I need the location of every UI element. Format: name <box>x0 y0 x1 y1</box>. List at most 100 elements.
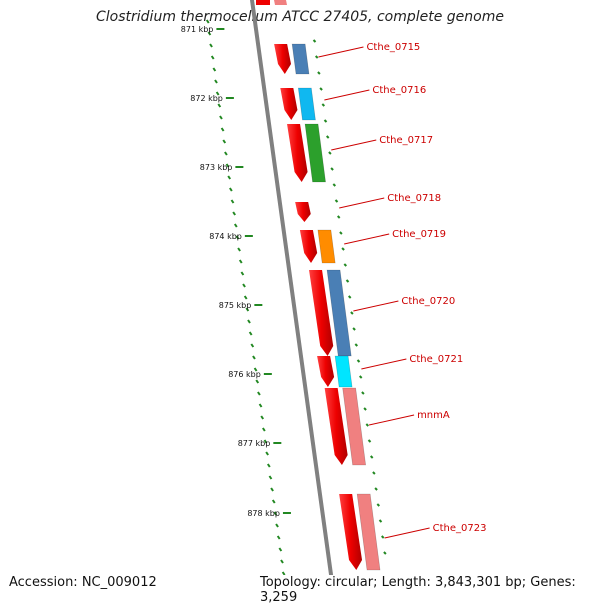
ruler-dot <box>263 439 268 444</box>
edge-dot <box>352 327 356 331</box>
ruler-dot <box>209 43 213 48</box>
kbp-tick-label: 871 kbp <box>181 25 214 34</box>
gene-feature <box>317 355 353 388</box>
edge-dot <box>356 359 361 363</box>
label-leader-line <box>368 414 415 426</box>
edge-dot <box>339 231 343 235</box>
edge-dot <box>314 55 319 59</box>
ruler-dot <box>252 355 256 360</box>
edge-dot <box>347 295 352 299</box>
category-bar <box>356 493 381 571</box>
edge-dot <box>345 279 350 283</box>
gene-feature <box>287 123 326 183</box>
gene-label: Cthe_0717 <box>379 135 433 146</box>
forward-cds-arrow <box>309 270 334 356</box>
gene-label: Cthe_0716 <box>372 85 426 96</box>
kbp-tick-label: 872 kbp <box>190 94 223 103</box>
label-leader-line <box>339 197 385 209</box>
topology-text: Topology: circular; Length: 3,843,301 bp… <box>260 575 600 605</box>
ruler-dot <box>250 343 255 348</box>
edge-dot <box>334 199 339 203</box>
accession-text: Accession: NC_009012 <box>9 575 157 590</box>
ruler-dot <box>258 403 263 408</box>
gene-label: Cthe_0723 <box>433 523 487 534</box>
ruler-dot <box>225 163 230 168</box>
ruler-dot <box>268 475 273 480</box>
forward-cds-arrow <box>274 44 292 74</box>
edge-dot <box>365 423 370 427</box>
kbp-tick-label: 875 kbp <box>219 301 252 310</box>
label-leader-line <box>318 46 364 58</box>
ruler-dot <box>219 115 223 120</box>
ruler-dot <box>245 307 250 312</box>
edge-dot <box>341 247 345 251</box>
ruler-dot <box>262 427 266 432</box>
edge-dot <box>363 407 367 411</box>
edge-dot <box>330 167 334 171</box>
edge-dot <box>374 487 378 491</box>
kbp-tick-label: 876 kbp <box>228 370 261 379</box>
ruler-dot <box>227 175 232 180</box>
gene-label: Cthe_0720 <box>401 296 455 307</box>
gene-feature <box>339 493 381 571</box>
ruler-dot <box>240 271 245 276</box>
ruler-dot <box>229 187 233 192</box>
edge-dot <box>354 343 359 347</box>
ruler-dot <box>237 247 241 252</box>
gene-features <box>256 0 381 571</box>
label-leader-line <box>384 527 430 539</box>
ruler-dot <box>235 235 240 240</box>
ruler-dot <box>281 571 286 576</box>
gene-feature <box>324 387 366 466</box>
edge-dot <box>317 71 321 75</box>
edge-dot <box>372 471 376 475</box>
ruler-dot <box>280 559 284 564</box>
category-bar <box>274 0 287 5</box>
backbone-line <box>249 0 337 600</box>
kbp-tick-label: 878 kbp <box>247 509 280 518</box>
ruler-dot <box>276 535 281 540</box>
edge-dot <box>343 263 348 267</box>
edge-dot <box>312 39 317 43</box>
edge-dot <box>325 135 330 139</box>
edge-dot <box>332 183 337 187</box>
ruler-dot <box>253 367 258 372</box>
edge-dot <box>358 375 363 379</box>
gene-feature <box>299 229 336 264</box>
ruler-dot <box>233 223 238 228</box>
forward-cds-arrow <box>256 0 270 5</box>
forward-cds-arrow <box>324 388 348 465</box>
ruler-dot <box>243 295 248 300</box>
ruler-dot <box>222 139 227 144</box>
forward-cds-arrow <box>295 202 311 222</box>
category-bar <box>304 123 326 183</box>
edge-dot <box>383 551 387 555</box>
ruler-dot <box>214 79 218 84</box>
ruler-dot <box>215 91 220 96</box>
forward-cds-arrow <box>299 230 318 263</box>
kbp-tick-label: 873 kbp <box>200 163 233 172</box>
category-bar <box>326 269 352 357</box>
ruler-dot <box>265 451 269 456</box>
kbp-tick-label: 877 kbp <box>238 439 271 448</box>
ruler-dot <box>271 499 276 504</box>
ruler-dot <box>207 31 212 36</box>
forward-cds-arrow <box>280 88 298 120</box>
edge-dot <box>319 87 323 91</box>
edge-dot <box>380 535 385 539</box>
label-leader-line <box>331 139 377 151</box>
edge-dot <box>323 119 328 123</box>
category-bar <box>342 387 366 466</box>
forward-cds-arrow <box>339 494 363 570</box>
edge-dot <box>367 439 372 443</box>
ruler-dot <box>275 523 279 528</box>
gene-label: Cthe_0718 <box>387 193 441 204</box>
label-leader-line <box>361 358 407 370</box>
backbone-stroke <box>249 0 337 600</box>
map-title: Clostridium thermocellum ATCC 27405, com… <box>96 9 504 25</box>
ruler-dot <box>210 55 215 60</box>
gene-feature <box>309 269 352 357</box>
label-leader-line <box>353 300 399 312</box>
edge-dot <box>378 519 383 523</box>
